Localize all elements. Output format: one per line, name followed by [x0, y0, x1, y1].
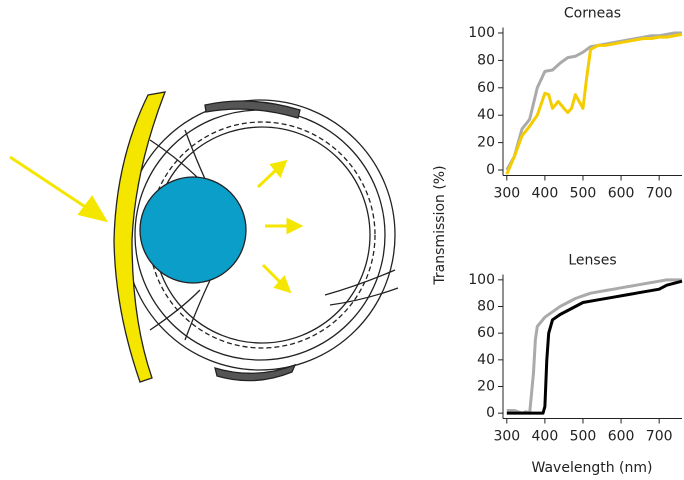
ciliary [149, 129, 216, 341]
arrowhead [77, 195, 109, 223]
data-line [506, 279, 683, 415]
x-tick-label: 600 [608, 186, 635, 202]
ray [256, 168, 278, 189]
x-tick-label: 700 [646, 429, 673, 445]
arrowhead [269, 159, 288, 178]
x-tick-label: 400 [532, 186, 559, 202]
optic-nerve [324, 269, 399, 306]
chart-title: Lenses [568, 253, 616, 269]
x-tick-label: 400 [532, 429, 559, 445]
data-line [506, 278, 682, 415]
x-tick-label: 300 [493, 429, 520, 445]
lens [139, 176, 247, 284]
x-tick-label: 300 [493, 186, 520, 202]
y-tick-label: 40 [477, 107, 495, 123]
x-tick-label: 500 [570, 186, 597, 202]
y-tick-label: 0 [486, 162, 495, 178]
y-tick-label: 0 [486, 405, 495, 421]
ray [261, 263, 282, 284]
x-tick-label: 700 [646, 186, 673, 202]
arrowhead [286, 217, 304, 235]
y-tick-label: 100 [468, 25, 495, 41]
light-arrows [9, 155, 304, 294]
y-tick-label: 80 [477, 52, 495, 68]
data-line [505, 31, 682, 171]
y-tick-label: 20 [477, 135, 495, 151]
x-axis-label: Wavelength (nm) [532, 460, 653, 476]
arrowhead [273, 275, 292, 294]
y-tick-label: 20 [477, 379, 495, 395]
data-line [505, 32, 683, 175]
y-tick-label: 60 [477, 80, 495, 96]
muscle [204, 100, 301, 119]
y-tick-label: 100 [468, 272, 495, 288]
y-axis-label: Transmission (%) [432, 165, 448, 285]
x-tick-label: 600 [608, 429, 635, 445]
y-tick-label: 60 [477, 325, 495, 341]
y-tick-label: 80 [477, 299, 495, 315]
eye-diagram [113, 91, 399, 383]
chart-title: Corneas [564, 6, 621, 22]
incoming-ray [9, 155, 91, 212]
y-tick-label: 40 [477, 352, 495, 368]
x-tick-label: 500 [570, 429, 597, 445]
contact-lens [113, 91, 167, 383]
muscle [214, 363, 297, 382]
